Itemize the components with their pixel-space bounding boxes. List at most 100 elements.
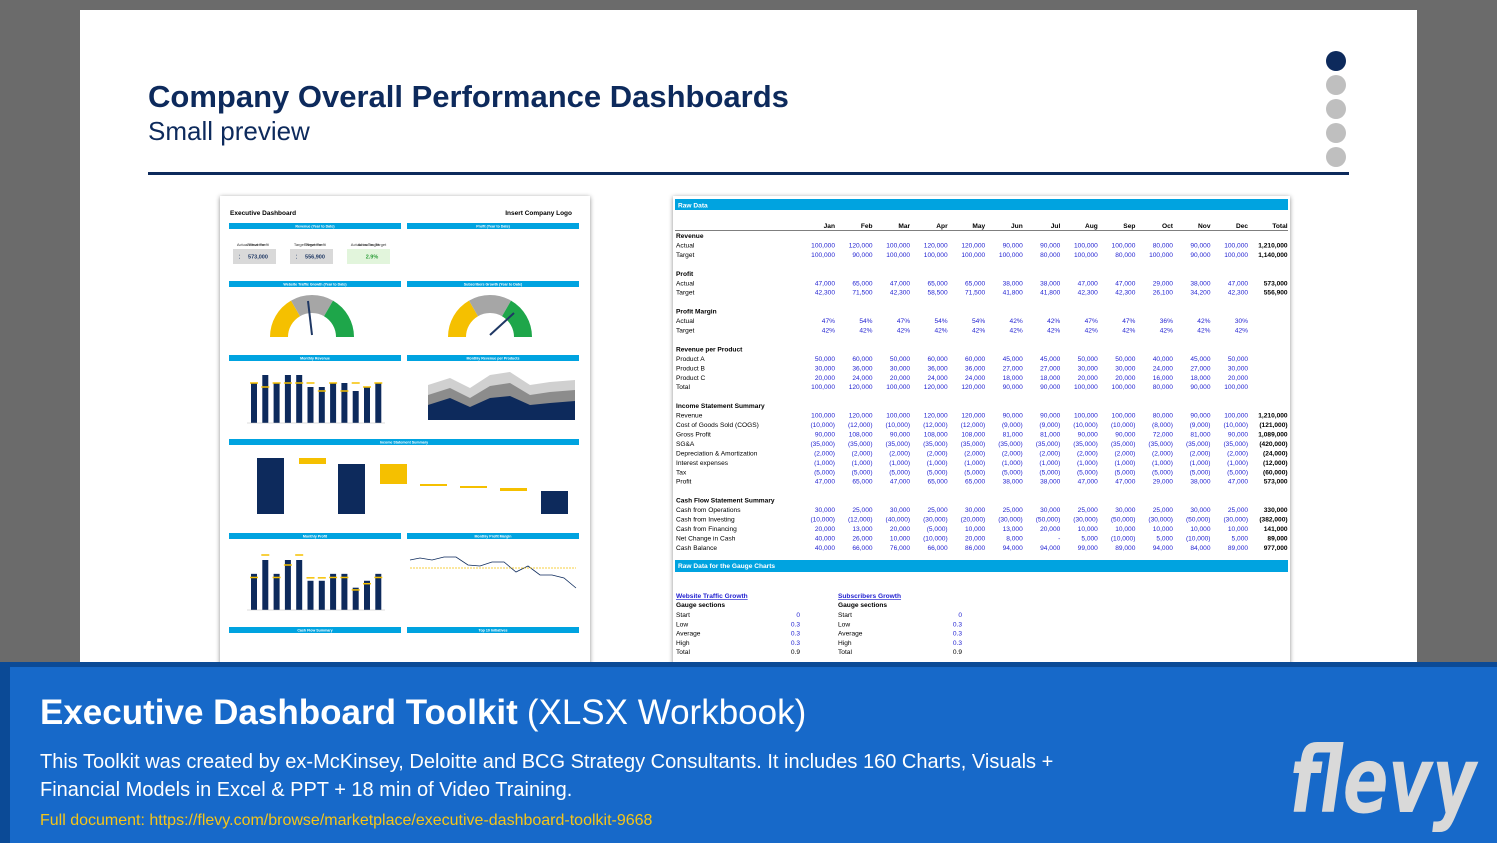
kpi-box <box>240 249 276 264</box>
section-label: Profit Margin <box>676 309 717 316</box>
section-label: Revenue <box>676 233 704 240</box>
bar <box>307 580 314 610</box>
waterfall-bar <box>460 486 487 488</box>
cell: 47% <box>1085 318 1098 325</box>
panel-header <box>229 533 401 539</box>
cell: (1,000) <box>852 460 873 467</box>
row-label: Low <box>676 621 688 628</box>
cell: 38,000 <box>1190 280 1211 287</box>
cell: 100,000 <box>811 384 835 391</box>
cell: 47% <box>897 318 910 325</box>
cell: (35,000) <box>1073 441 1098 448</box>
cell: (30,000) <box>1073 517 1098 524</box>
cell: 66,000 <box>927 545 948 552</box>
cell: (10,000) <box>1223 422 1248 429</box>
row-label: Net Change in Cash <box>676 535 736 542</box>
line <box>409 556 577 589</box>
cell: 54% <box>859 318 872 325</box>
cell: 330,000 <box>1264 507 1288 514</box>
cell: 71,500 <box>852 290 873 297</box>
cell: 20,000 <box>1040 526 1061 533</box>
banner-link[interactable]: Full document: https://flevy.com/browse/… <box>40 812 653 829</box>
cell: 18,000 <box>1040 375 1061 382</box>
cell: 0.3 <box>791 621 800 628</box>
waterfall-bar <box>257 458 284 514</box>
cell: 10,000 <box>1228 526 1249 533</box>
gauge-table-title: Website Traffic Growth <box>676 593 748 600</box>
cell: 89,000 <box>1267 535 1288 542</box>
gauge-section <box>291 294 333 317</box>
gauge-table-title: Subscribers Growth <box>838 593 901 600</box>
bar <box>262 560 269 610</box>
section-title: Raw Data <box>678 203 708 210</box>
cell: 50,000 <box>890 356 911 363</box>
cell: 42% <box>1010 318 1023 325</box>
bar <box>364 580 370 610</box>
row-label: Revenue <box>676 413 703 420</box>
cell: (1,000) <box>889 460 910 467</box>
bar <box>251 573 257 610</box>
cell: 29,000 <box>1153 479 1174 486</box>
cell: 30,000 <box>815 365 836 372</box>
cell: (12,000) <box>961 422 986 429</box>
row-label: Cash from Operations <box>676 507 741 514</box>
row-label: Tax <box>676 469 687 476</box>
cell: 573,000 <box>1264 479 1288 486</box>
cell: (5,000) <box>927 526 948 533</box>
bar <box>341 383 348 423</box>
cell: 47,000 <box>1115 479 1136 486</box>
cell: 42,300 <box>1078 290 1099 297</box>
cell: 100,000 <box>1112 242 1136 249</box>
cell: 90,000 <box>1040 413 1061 420</box>
cell: 36,000 <box>965 365 986 372</box>
cell: (2,000) <box>1077 450 1098 457</box>
cell: (1,000) <box>1002 460 1023 467</box>
cell: 100,000 <box>1224 242 1248 249</box>
cell: 90,000 <box>1003 413 1024 420</box>
cell: (5,000) <box>1114 469 1135 476</box>
row-label: Total <box>676 649 690 656</box>
dot <box>1326 147 1346 167</box>
cell: (2,000) <box>927 450 948 457</box>
cell: 81,000 <box>1190 431 1211 438</box>
bar <box>364 387 370 423</box>
cell: (9,000) <box>1002 422 1023 429</box>
cell: 100,000 <box>1149 252 1173 259</box>
column-header: Jan <box>824 223 835 230</box>
cell: 30,000 <box>890 365 911 372</box>
cell: 89,000 <box>1228 545 1249 552</box>
cell: 100,000 <box>999 252 1023 259</box>
column-header: Jul <box>1051 223 1061 230</box>
dot-active <box>1326 51 1346 71</box>
cell: (121,000) <box>1259 422 1287 429</box>
cell: (10,000) <box>886 422 911 429</box>
cell: 26,000 <box>852 535 873 542</box>
cell: 90,000 <box>1190 252 1211 259</box>
cell: 25,000 <box>1078 507 1099 514</box>
cell: (382,000) <box>1259 517 1287 524</box>
bar <box>273 383 280 423</box>
column-header: Aug <box>1085 223 1098 230</box>
bar <box>251 383 257 423</box>
cell: 65,000 <box>852 479 873 486</box>
cell: (30,000) <box>923 517 948 524</box>
cell: 65,000 <box>927 280 948 287</box>
cell: 86,000 <box>965 545 986 552</box>
cell: 100,000 <box>811 413 835 420</box>
cell: 42,300 <box>1115 290 1136 297</box>
cell: 100,000 <box>1074 242 1098 249</box>
cell: 47,000 <box>815 479 836 486</box>
column-header: Total <box>1272 223 1287 230</box>
cell: 1,210,000 <box>1258 242 1288 249</box>
cell: 20,000 <box>890 375 911 382</box>
panel-header <box>229 439 579 445</box>
cell: 25,000 <box>927 507 948 514</box>
cell: (12,000) <box>848 422 873 429</box>
panel-title: Income Statement Summary <box>380 441 428 445</box>
cell: 94,000 <box>1153 545 1174 552</box>
cell: 42% <box>822 328 835 335</box>
panel-header <box>407 627 579 633</box>
cell: (35,000) <box>848 441 873 448</box>
panel-header <box>229 355 401 361</box>
bar <box>318 387 325 423</box>
